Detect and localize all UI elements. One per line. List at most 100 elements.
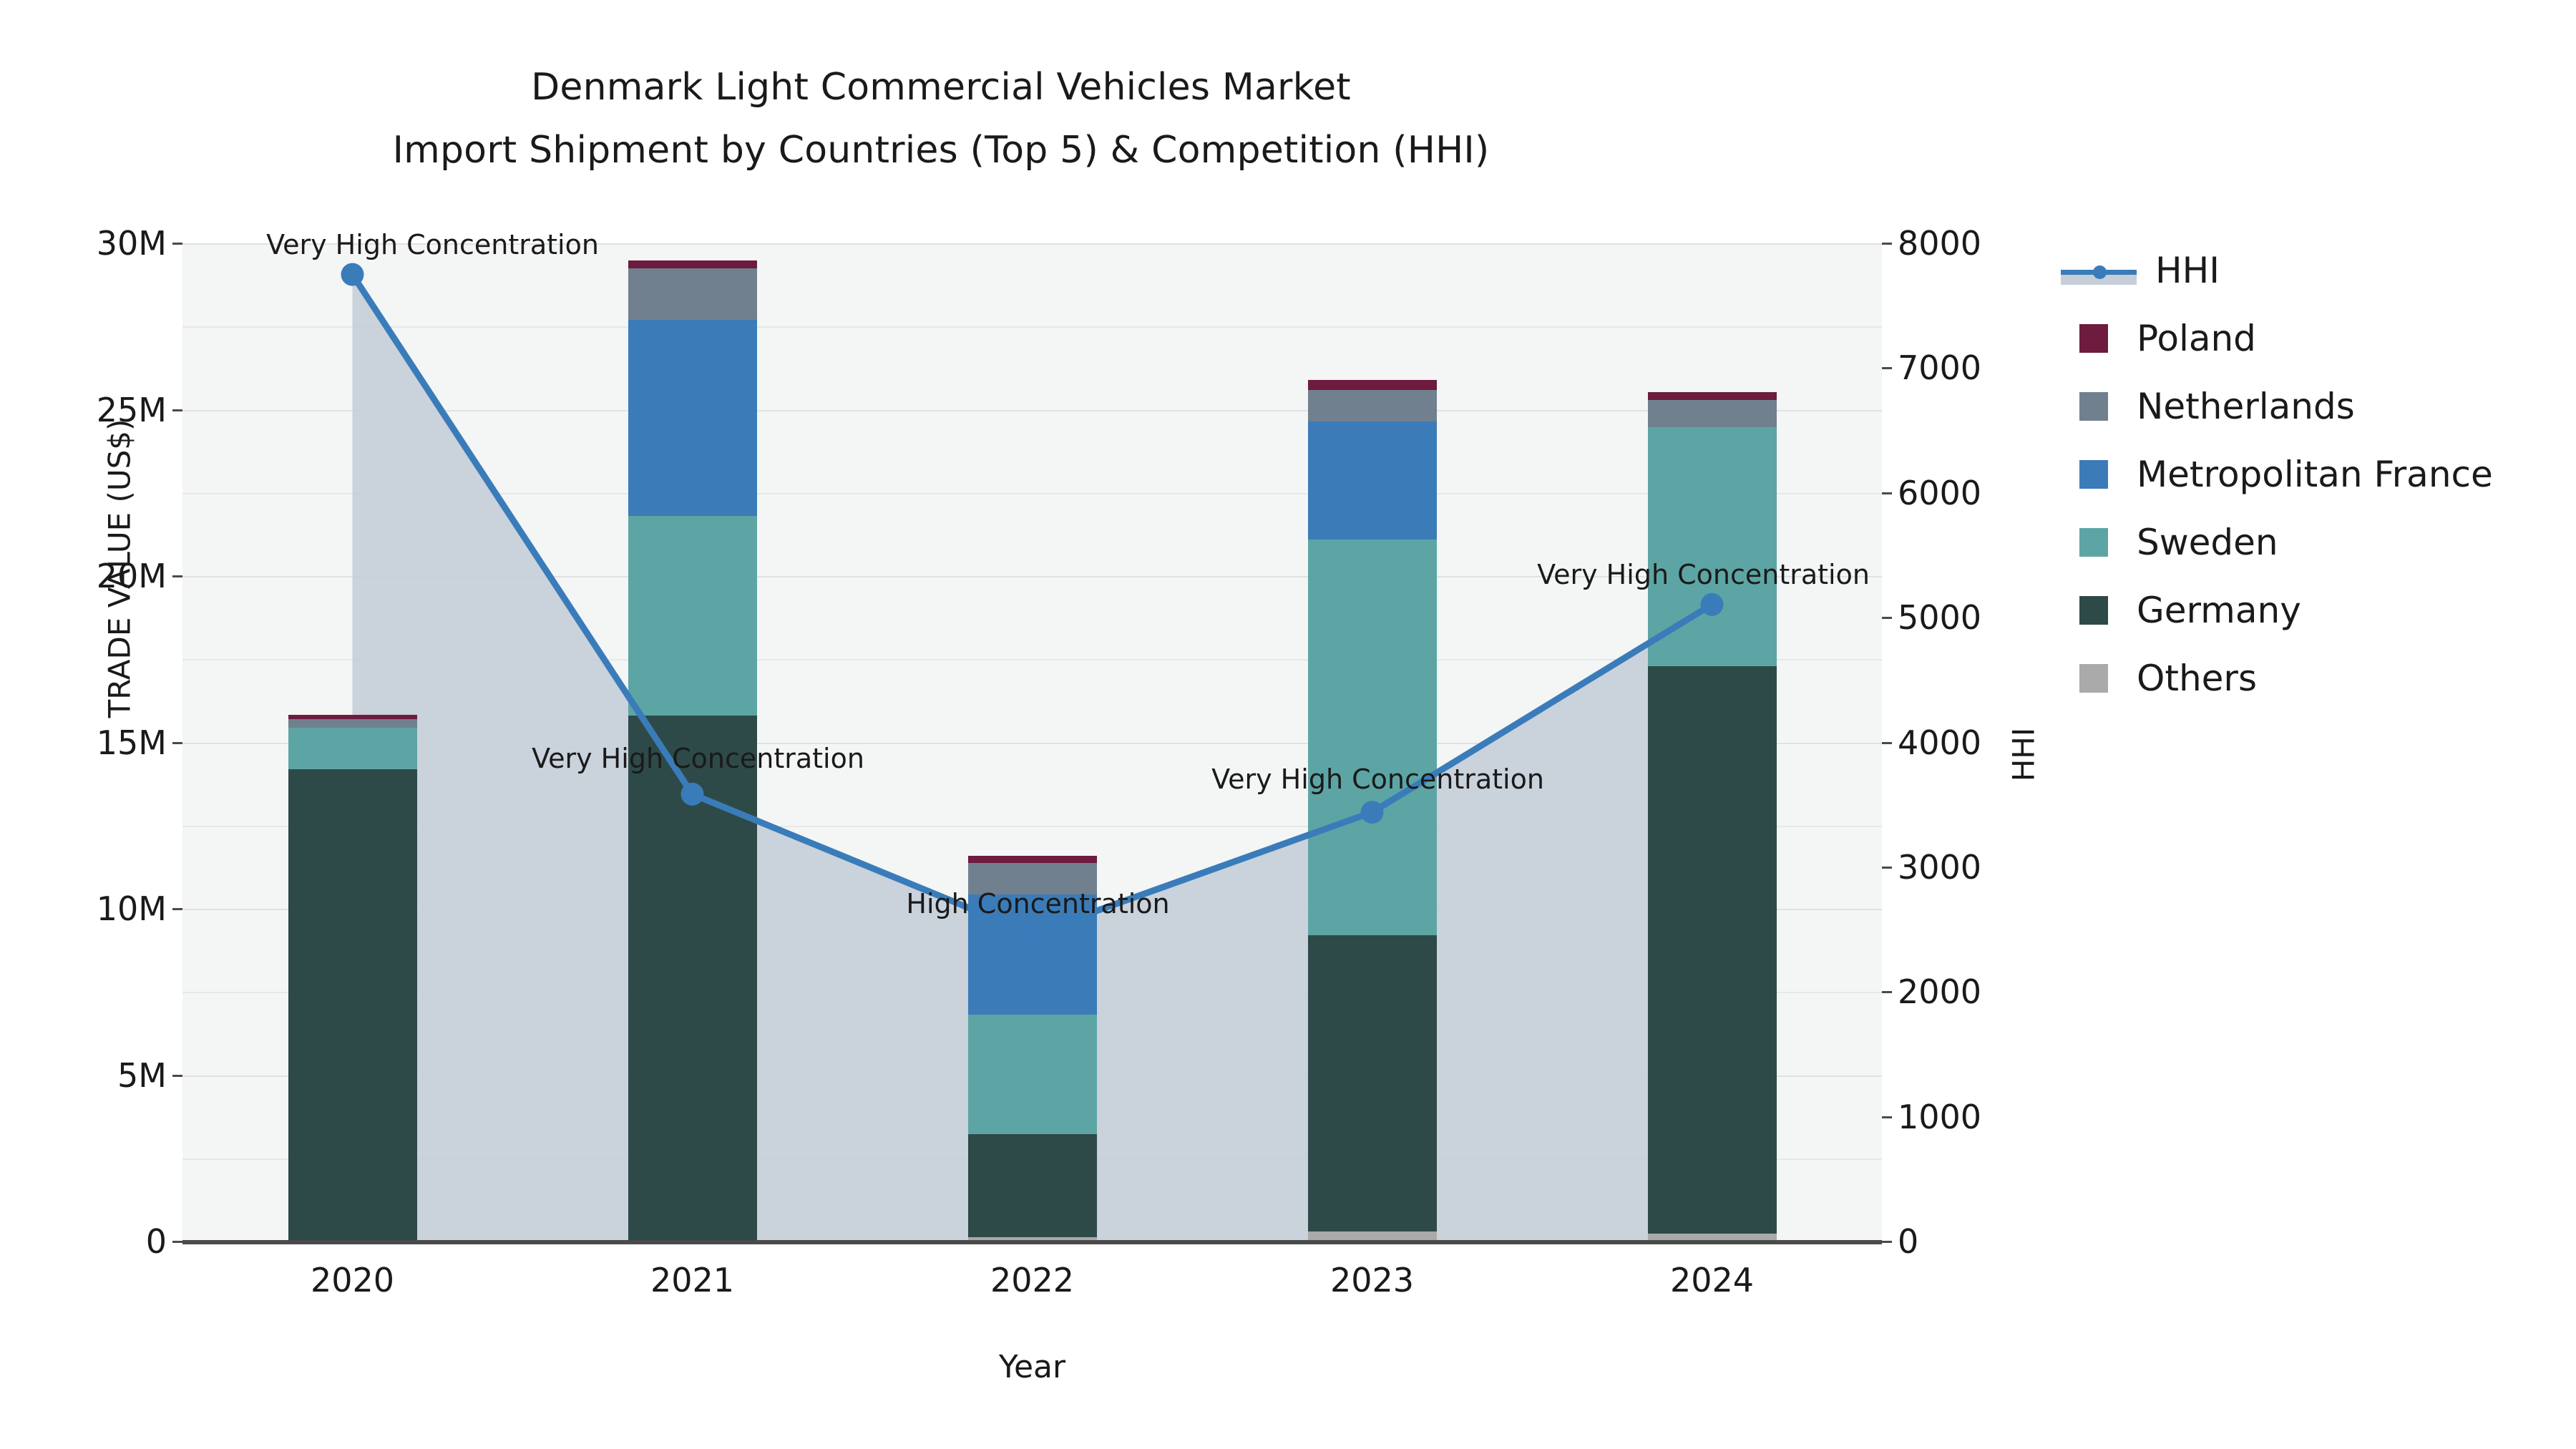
bar-segment-sweden[interactable] <box>967 1014 1097 1135</box>
y-axis-right-tickmark <box>1882 991 1892 994</box>
legend-item-hhi[interactable]: HHI <box>2061 236 2493 304</box>
legend-item-poland[interactable]: Poland <box>2061 304 2493 372</box>
hhi-marker-2021[interactable] <box>680 782 704 806</box>
legend-item-metropolitan-france[interactable]: Metropolitan France <box>2061 440 2493 508</box>
y-axis-left-tickmark <box>172 409 182 411</box>
bar-segment-germany[interactable] <box>1307 935 1437 1232</box>
legend-item-others[interactable]: Others <box>2061 644 2493 712</box>
y-axis-right-tick-label: 7000 <box>1898 348 1982 388</box>
chart-title: Denmark Light Commercial Vehicles Market… <box>0 56 1882 182</box>
x-axis-tick-label-2023: 2023 <box>1330 1261 1415 1299</box>
y-axis-left-tickmark <box>172 1241 182 1243</box>
x-axis-tick-label-2024: 2024 <box>1669 1261 1755 1299</box>
x-axis-tick-label-2020: 2020 <box>310 1261 395 1299</box>
hhi-marker-2023[interactable] <box>1360 801 1384 824</box>
y-axis-left-tickmark <box>172 1074 182 1077</box>
y-axis-left-tick-label: 25M <box>96 390 167 429</box>
bar-stack-2023[interactable] <box>1307 243 1437 1241</box>
x-axis-label: Year <box>998 1349 1066 1385</box>
y-axis-left-tickmark <box>172 908 182 910</box>
y-axis-right-tick-label: 2000 <box>1898 972 1982 1012</box>
y-axis-right-tick-label: 8000 <box>1898 224 1982 263</box>
legend-swatch-sweden <box>2079 527 2108 557</box>
annotation-2020: Very High Concentration <box>266 228 599 260</box>
bar-segment-metropolitan-france[interactable] <box>1307 421 1437 540</box>
hhi-marker-2022[interactable] <box>1020 922 1044 946</box>
chart-title-line-2: Import Shipment by Countries (Top 5) & C… <box>392 129 1490 172</box>
y-axis-left-tick-label: 0 <box>145 1222 167 1261</box>
chart-title-line-1: Denmark Light Commercial Vehicles Market <box>531 66 1351 109</box>
chart-legend: HHI Poland Netherlands Metropolitan France S… <box>2061 236 2493 712</box>
plot-area <box>182 243 1882 1243</box>
bar-segment-others[interactable] <box>1647 1234 1777 1241</box>
bar-segment-poland[interactable] <box>1647 391 1777 401</box>
bar-segment-netherlands[interactable] <box>967 863 1097 895</box>
bar-segment-sweden[interactable] <box>1647 426 1777 667</box>
bar-segment-germany[interactable] <box>1647 666 1777 1234</box>
gridline <box>182 742 1882 744</box>
bar-segment-netherlands[interactable] <box>288 718 417 728</box>
y-axis-right-tick-label: 0 <box>1898 1222 1919 1261</box>
legend-label: Netherlands <box>2137 385 2355 427</box>
gridline <box>182 409 1882 411</box>
hhi-line <box>349 273 1714 937</box>
bar-segment-sweden[interactable] <box>628 516 757 716</box>
hhi-marker-2020[interactable] <box>341 263 364 286</box>
bar-stack-2020[interactable] <box>288 243 417 1241</box>
hhi-line-series <box>341 263 1724 946</box>
y-axis-left-label: TRADE VALUE (US$) <box>102 419 137 718</box>
legend-swatch-netherlands <box>2079 391 2108 421</box>
annotation-2024: Very High Concentration <box>1537 558 1870 590</box>
gridline <box>182 825 1882 827</box>
bar-segment-others[interactable] <box>1307 1231 1437 1241</box>
y-axis-right-tick-label: 1000 <box>1898 1097 1982 1136</box>
y-axis-left-tick-label: 30M <box>96 224 167 263</box>
legend-item-sweden[interactable]: Sweden <box>2061 508 2493 576</box>
legend-swatch-germany <box>2079 595 2108 625</box>
y-axis-left-tickmark <box>172 243 182 245</box>
hhi-marker-2024[interactable] <box>1700 592 1724 616</box>
bar-segment-netherlands[interactable] <box>628 268 757 320</box>
bar-segment-metropolitan-france[interactable] <box>628 319 757 517</box>
bar-segment-germany[interactable] <box>288 769 417 1241</box>
y-axis-right-tick-label: 4000 <box>1898 723 1982 762</box>
legend-label: Metropolitan France <box>2137 453 2493 495</box>
y-axis-right-tickmark <box>1882 1116 1892 1118</box>
bar-segment-netherlands[interactable] <box>1647 400 1777 427</box>
bar-segment-poland[interactable] <box>628 260 757 268</box>
gridline <box>182 492 1882 494</box>
gridline <box>182 243 1882 245</box>
legend-label: Poland <box>2137 317 2256 359</box>
legend-swatch-metropolitan-france <box>2079 459 2108 489</box>
y-axis-right-tick-label: 3000 <box>1898 847 1982 887</box>
bar-segment-sweden[interactable] <box>1307 539 1437 936</box>
y-axis-right-label: HHI <box>2006 727 2041 782</box>
annotation-2021: Very High Concentration <box>532 742 864 774</box>
bar-segment-netherlands[interactable] <box>1307 389 1437 421</box>
gridline <box>182 576 1882 577</box>
y-axis-right-tickmark <box>1882 367 1892 370</box>
gridline <box>182 326 1882 328</box>
bar-segment-sweden[interactable] <box>288 727 417 769</box>
legend-marker-dot <box>2093 265 2107 279</box>
legend-item-netherlands[interactable]: Netherlands <box>2061 372 2493 440</box>
y-axis-right-tickmark <box>1882 617 1892 620</box>
x-axis-tick-label-2021: 2021 <box>650 1261 735 1299</box>
bar-stack-2024[interactable] <box>1647 243 1777 1241</box>
bar-segment-poland[interactable] <box>288 714 417 719</box>
annotation-2023: Very High Concentration <box>1211 763 1544 796</box>
legend-swatch-others <box>2079 663 2108 693</box>
y-axis-right-tick-label: 6000 <box>1898 473 1982 512</box>
legend-label: Sweden <box>2137 521 2278 563</box>
bar-segment-poland[interactable] <box>1307 379 1437 390</box>
legend-line-icon <box>2061 256 2137 285</box>
x-axis-line <box>182 1240 1882 1244</box>
y-axis-left-tickmark <box>172 741 182 744</box>
legend-label: Others <box>2137 657 2258 699</box>
bar-segment-germany[interactable] <box>967 1134 1097 1238</box>
y-axis-left-tick-label: 20M <box>96 557 167 595</box>
legend-item-germany[interactable]: Germany <box>2061 576 2493 644</box>
bar-segment-others[interactable] <box>967 1237 1097 1241</box>
bar-segment-poland[interactable] <box>967 856 1097 864</box>
